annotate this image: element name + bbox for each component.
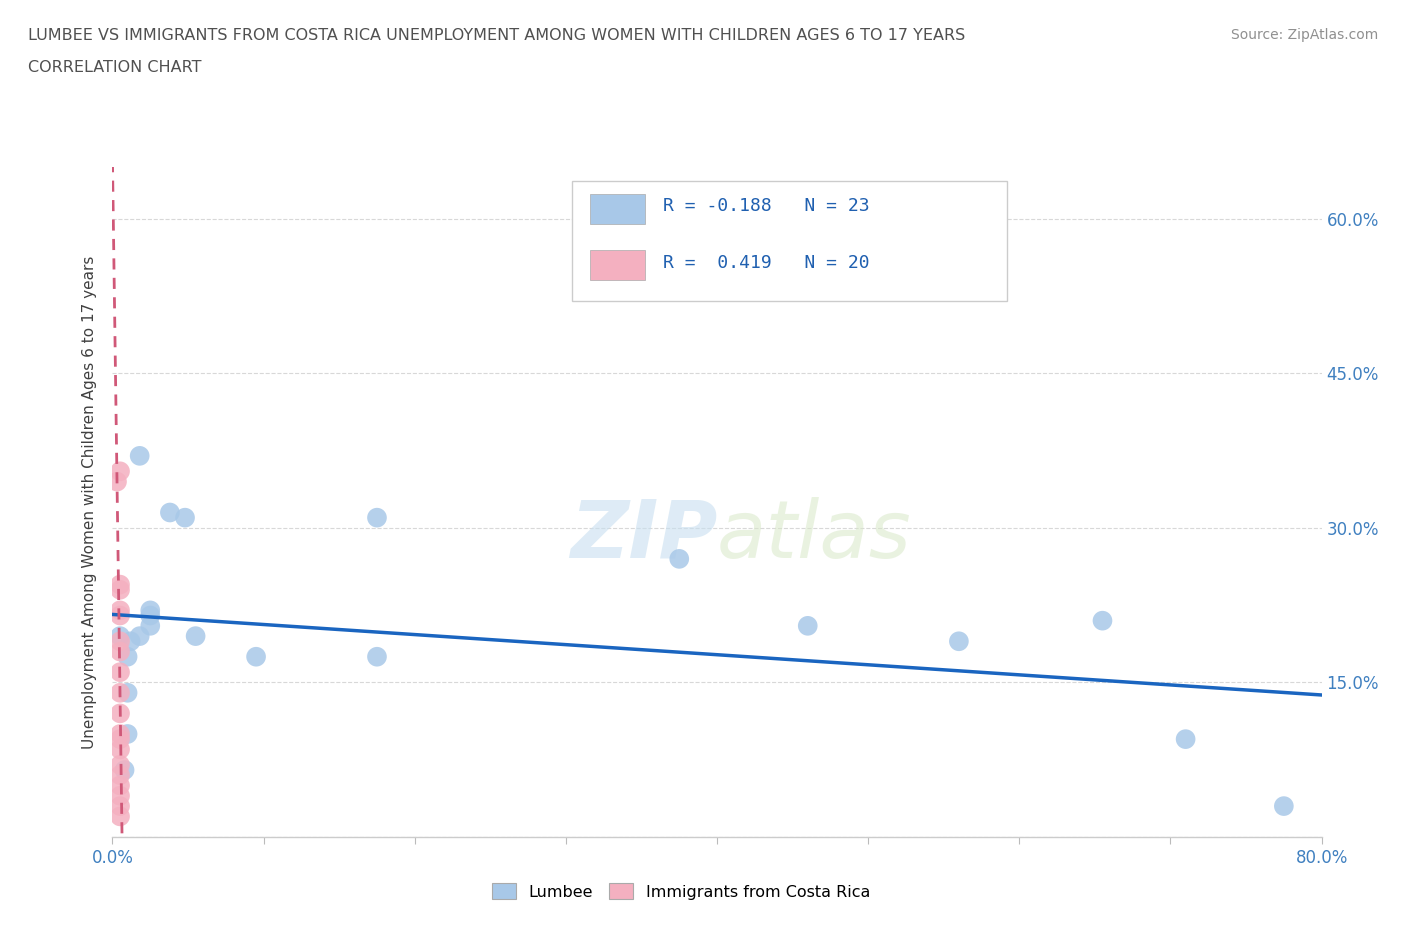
Point (120, 634, 142, 649)
Point (117, 726, 139, 741)
Point (117, 685, 139, 700)
Point (108, 726, 131, 741)
Y-axis label: Unemployment Among Women with Children Ages 6 to 17 years: Unemployment Among Women with Children A… (82, 256, 97, 749)
Point (366, 511, 388, 525)
Point (174, 511, 197, 525)
Point (108, 644, 131, 659)
FancyBboxPatch shape (572, 180, 1007, 301)
Point (108, 768, 131, 783)
Point (108, 464, 131, 479)
Point (108, 629, 131, 644)
Point (139, 603, 162, 618)
Text: R = -0.188   N = 23: R = -0.188 N = 23 (662, 197, 869, 215)
Point (184, 629, 207, 644)
Point (139, 608, 162, 623)
Point (128, 629, 150, 644)
Text: CORRELATION CHART: CORRELATION CHART (28, 60, 201, 75)
Text: ZIP: ZIP (569, 497, 717, 575)
FancyBboxPatch shape (591, 194, 644, 224)
Point (117, 649, 139, 664)
Point (108, 665, 131, 680)
Point (108, 778, 131, 793)
Point (668, 551, 690, 566)
Point (108, 809, 131, 824)
Point (108, 634, 131, 649)
FancyBboxPatch shape (591, 250, 644, 280)
Text: R =  0.419   N = 20: R = 0.419 N = 20 (662, 254, 869, 272)
Point (108, 789, 131, 804)
Point (1091, 613, 1114, 628)
Point (1272, 799, 1295, 814)
Point (108, 608, 131, 623)
Point (108, 742, 131, 757)
Point (108, 757, 131, 772)
Point (108, 603, 131, 618)
Point (1174, 732, 1197, 747)
Point (105, 474, 128, 489)
Point (366, 649, 388, 664)
Point (139, 618, 162, 633)
Point (128, 448, 150, 463)
Point (108, 732, 131, 747)
Text: atlas: atlas (717, 497, 912, 575)
Point (245, 649, 267, 664)
Point (108, 799, 131, 814)
Point (114, 763, 136, 777)
Point (948, 634, 970, 649)
Legend: Lumbee, Immigrants from Costa Rica: Lumbee, Immigrants from Costa Rica (485, 877, 876, 906)
Point (108, 582, 131, 597)
Point (796, 618, 818, 633)
Point (159, 505, 181, 520)
Text: Source: ZipAtlas.com: Source: ZipAtlas.com (1230, 28, 1378, 42)
Point (108, 578, 131, 592)
Point (108, 706, 131, 721)
Text: LUMBEE VS IMMIGRANTS FROM COSTA RICA UNEMPLOYMENT AMONG WOMEN WITH CHILDREN AGES: LUMBEE VS IMMIGRANTS FROM COSTA RICA UNE… (28, 28, 966, 43)
Point (108, 685, 131, 700)
